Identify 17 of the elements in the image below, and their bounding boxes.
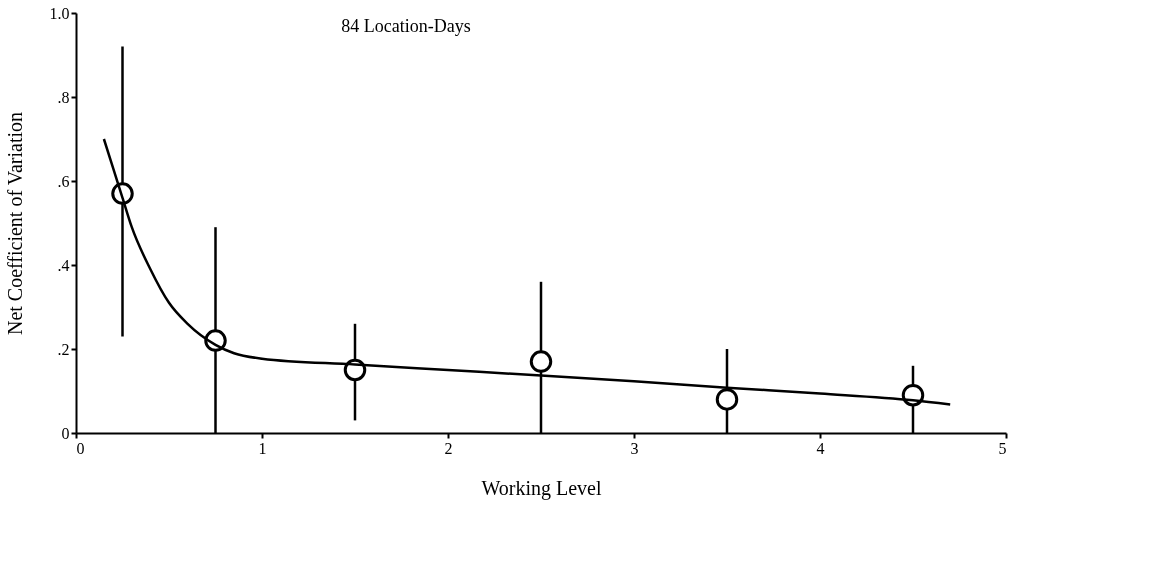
y-tick-label: .8 bbox=[57, 88, 70, 106]
x-tick-label: 4 bbox=[816, 439, 825, 457]
y-tick-label: 1.0 bbox=[49, 4, 70, 22]
point bbox=[529, 350, 553, 373]
x-tick-label: 5 bbox=[998, 439, 1007, 457]
y-tick-label: .6 bbox=[57, 172, 70, 190]
annotation: 84 Location-Days bbox=[341, 16, 471, 36]
y-tick-label: .4 bbox=[57, 256, 70, 274]
y-axis-title: Net Coefficient of Variation bbox=[3, 111, 26, 336]
x-tick-label: 2 bbox=[444, 439, 453, 457]
y-tick-label: .2 bbox=[57, 340, 70, 358]
point bbox=[715, 388, 739, 411]
y-tick-label: 0 bbox=[61, 424, 70, 442]
x-tick-label: 3 bbox=[630, 439, 639, 457]
x-axis-title: Working Level bbox=[481, 476, 602, 500]
x-tick-label: 0 bbox=[76, 439, 85, 457]
x-tick-label: 1 bbox=[258, 439, 267, 457]
